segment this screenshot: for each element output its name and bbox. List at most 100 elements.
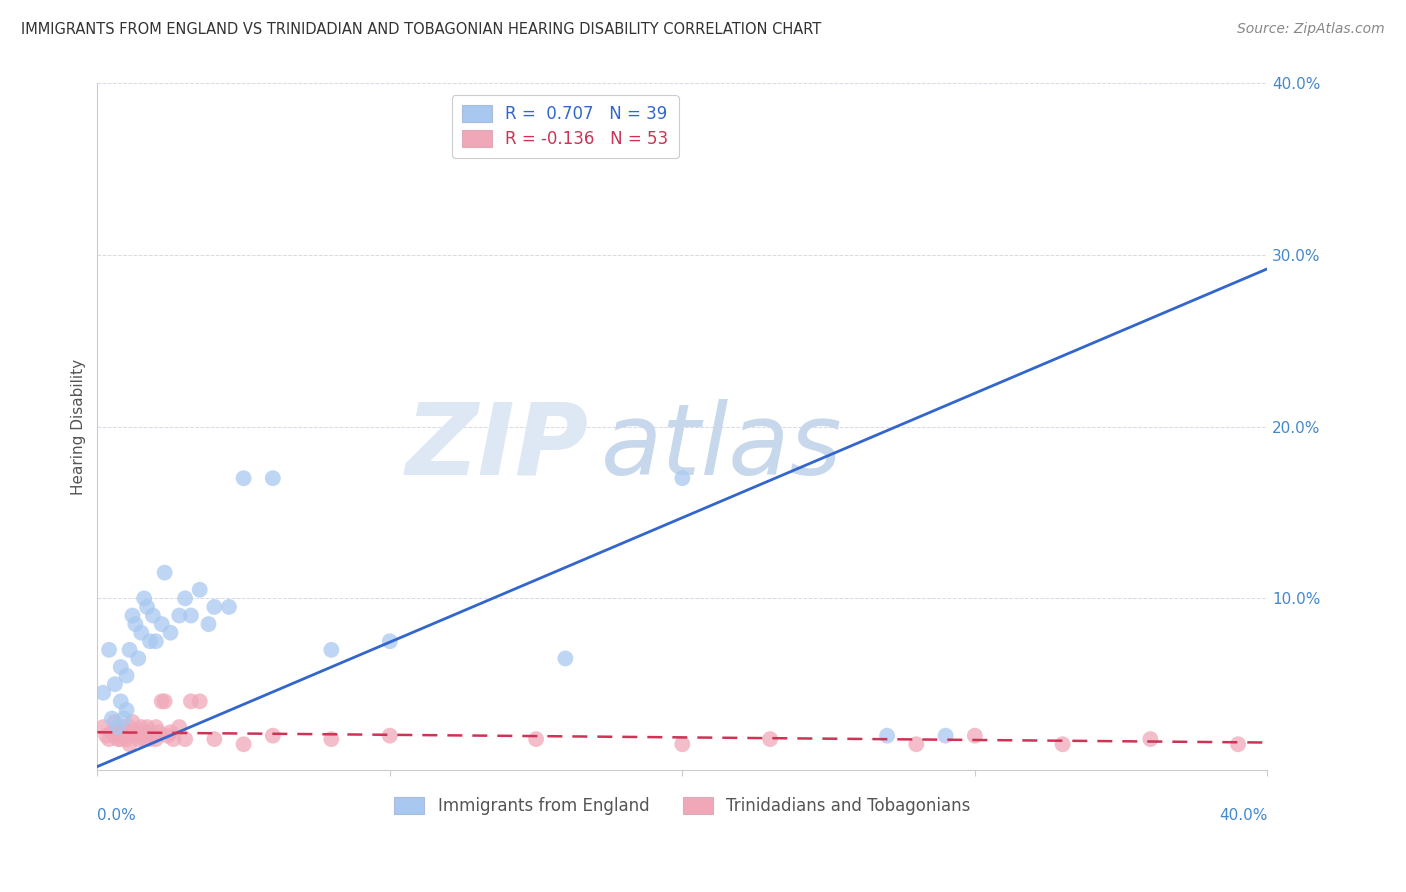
Point bbox=[115, 703, 138, 717]
Point bbox=[150, 617, 173, 632]
Legend: Immigrants from England, Trinidadians and Tobagonians: Immigrants from England, Trinidadians an… bbox=[387, 789, 979, 823]
Point bbox=[159, 625, 181, 640]
Point bbox=[107, 732, 129, 747]
Point bbox=[167, 608, 190, 623]
Point bbox=[905, 737, 928, 751]
Point bbox=[94, 729, 117, 743]
Point bbox=[671, 737, 693, 751]
Point bbox=[129, 720, 152, 734]
Point bbox=[118, 720, 141, 734]
Text: ZIP: ZIP bbox=[406, 399, 589, 496]
Text: 40.0%: 40.0% bbox=[1219, 808, 1267, 822]
Point bbox=[104, 729, 127, 743]
Point bbox=[1139, 732, 1161, 747]
Point bbox=[139, 725, 162, 739]
Point bbox=[124, 617, 146, 632]
Point bbox=[139, 634, 162, 648]
Point bbox=[232, 737, 254, 751]
Point bbox=[935, 729, 957, 743]
Point bbox=[876, 729, 898, 743]
Point bbox=[134, 732, 156, 747]
Point bbox=[104, 714, 127, 729]
Point bbox=[101, 725, 124, 739]
Point bbox=[110, 732, 132, 747]
Point bbox=[759, 732, 782, 747]
Point bbox=[156, 729, 179, 743]
Point bbox=[91, 686, 114, 700]
Point bbox=[145, 732, 167, 747]
Point bbox=[115, 725, 138, 739]
Point bbox=[127, 732, 149, 747]
Point bbox=[188, 582, 211, 597]
Point bbox=[91, 720, 114, 734]
Point bbox=[159, 725, 181, 739]
Point bbox=[104, 677, 127, 691]
Point bbox=[180, 608, 202, 623]
Point bbox=[112, 720, 135, 734]
Point bbox=[134, 725, 156, 739]
Point bbox=[121, 714, 143, 729]
Point bbox=[153, 694, 176, 708]
Point bbox=[1227, 737, 1250, 751]
Point bbox=[202, 732, 225, 747]
Point bbox=[963, 729, 986, 743]
Point bbox=[495, 111, 517, 125]
Point bbox=[107, 720, 129, 734]
Text: 0.0%: 0.0% bbox=[97, 808, 136, 822]
Point bbox=[107, 720, 129, 734]
Point bbox=[197, 617, 219, 632]
Point bbox=[202, 599, 225, 614]
Point bbox=[145, 720, 167, 734]
Point bbox=[136, 599, 159, 614]
Text: atlas: atlas bbox=[600, 399, 842, 496]
Point bbox=[121, 729, 143, 743]
Point bbox=[101, 711, 124, 725]
Y-axis label: Hearing Disability: Hearing Disability bbox=[72, 359, 86, 495]
Point bbox=[148, 725, 170, 739]
Point bbox=[98, 643, 121, 657]
Point bbox=[218, 599, 240, 614]
Point bbox=[321, 732, 343, 747]
Point bbox=[145, 634, 167, 648]
Point bbox=[1052, 737, 1074, 751]
Point bbox=[262, 729, 284, 743]
Point bbox=[139, 732, 162, 747]
Point bbox=[188, 694, 211, 708]
Point bbox=[110, 694, 132, 708]
Point bbox=[98, 732, 121, 747]
Point bbox=[129, 625, 152, 640]
Point bbox=[153, 566, 176, 580]
Point bbox=[162, 732, 184, 747]
Point bbox=[180, 694, 202, 708]
Point bbox=[142, 729, 165, 743]
Point bbox=[142, 608, 165, 623]
Point bbox=[118, 643, 141, 657]
Point bbox=[129, 729, 152, 743]
Text: IMMIGRANTS FROM ENGLAND VS TRINIDADIAN AND TOBAGONIAN HEARING DISABILITY CORRELA: IMMIGRANTS FROM ENGLAND VS TRINIDADIAN A… bbox=[21, 22, 821, 37]
Point bbox=[112, 729, 135, 743]
Point bbox=[554, 651, 576, 665]
Point bbox=[110, 725, 132, 739]
Point bbox=[174, 591, 197, 606]
Point bbox=[121, 608, 143, 623]
Point bbox=[150, 694, 173, 708]
Point bbox=[262, 471, 284, 485]
Point bbox=[110, 660, 132, 674]
Point bbox=[124, 725, 146, 739]
Point bbox=[321, 643, 343, 657]
Text: Source: ZipAtlas.com: Source: ZipAtlas.com bbox=[1237, 22, 1385, 37]
Point bbox=[524, 732, 547, 747]
Point bbox=[134, 591, 156, 606]
Point bbox=[174, 732, 197, 747]
Point bbox=[118, 737, 141, 751]
Point bbox=[115, 732, 138, 747]
Point bbox=[232, 471, 254, 485]
Point bbox=[115, 668, 138, 682]
Point bbox=[112, 711, 135, 725]
Point bbox=[671, 471, 693, 485]
Point bbox=[136, 720, 159, 734]
Point bbox=[167, 720, 190, 734]
Point bbox=[378, 729, 401, 743]
Point bbox=[127, 651, 149, 665]
Point bbox=[378, 634, 401, 648]
